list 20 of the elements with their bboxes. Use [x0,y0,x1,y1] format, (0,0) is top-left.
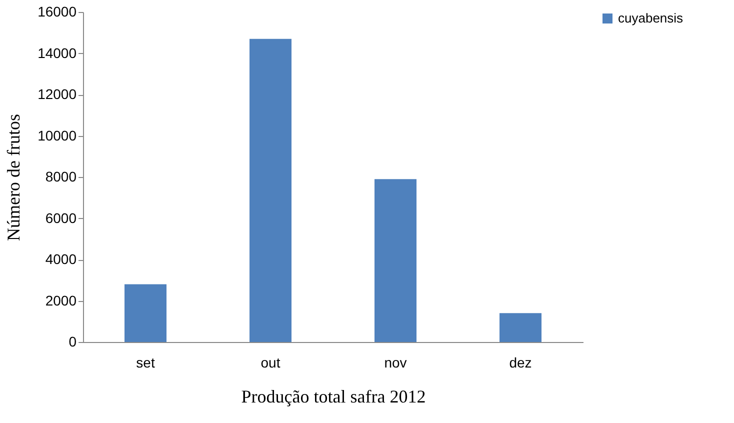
y-tick-label: 10000 [38,127,77,144]
y-tick-label: 0 [68,334,77,350]
y-tick-label: 2000 [45,292,77,308]
x-tick-label: out [260,354,280,370]
bar [374,179,416,342]
x-tick-label: set [136,354,155,370]
y-tick-label: 16000 [38,4,77,20]
bar [500,313,542,342]
bar [124,284,166,342]
bar [250,38,292,342]
y-tick-label: 6000 [45,210,77,226]
x-tick-label: nov [384,354,407,370]
y-tick-label: 12000 [38,86,77,102]
x-tick-label: dez [509,354,532,370]
y-axis-title: Número de frutos [4,114,24,241]
y-tick-label: 14000 [38,44,77,61]
legend-label: cuyabensis [618,10,684,26]
y-tick-label: 4000 [45,251,77,267]
y-tick-label: 8000 [45,168,77,184]
x-axis-title: Produção total safra 2012 [241,386,426,406]
